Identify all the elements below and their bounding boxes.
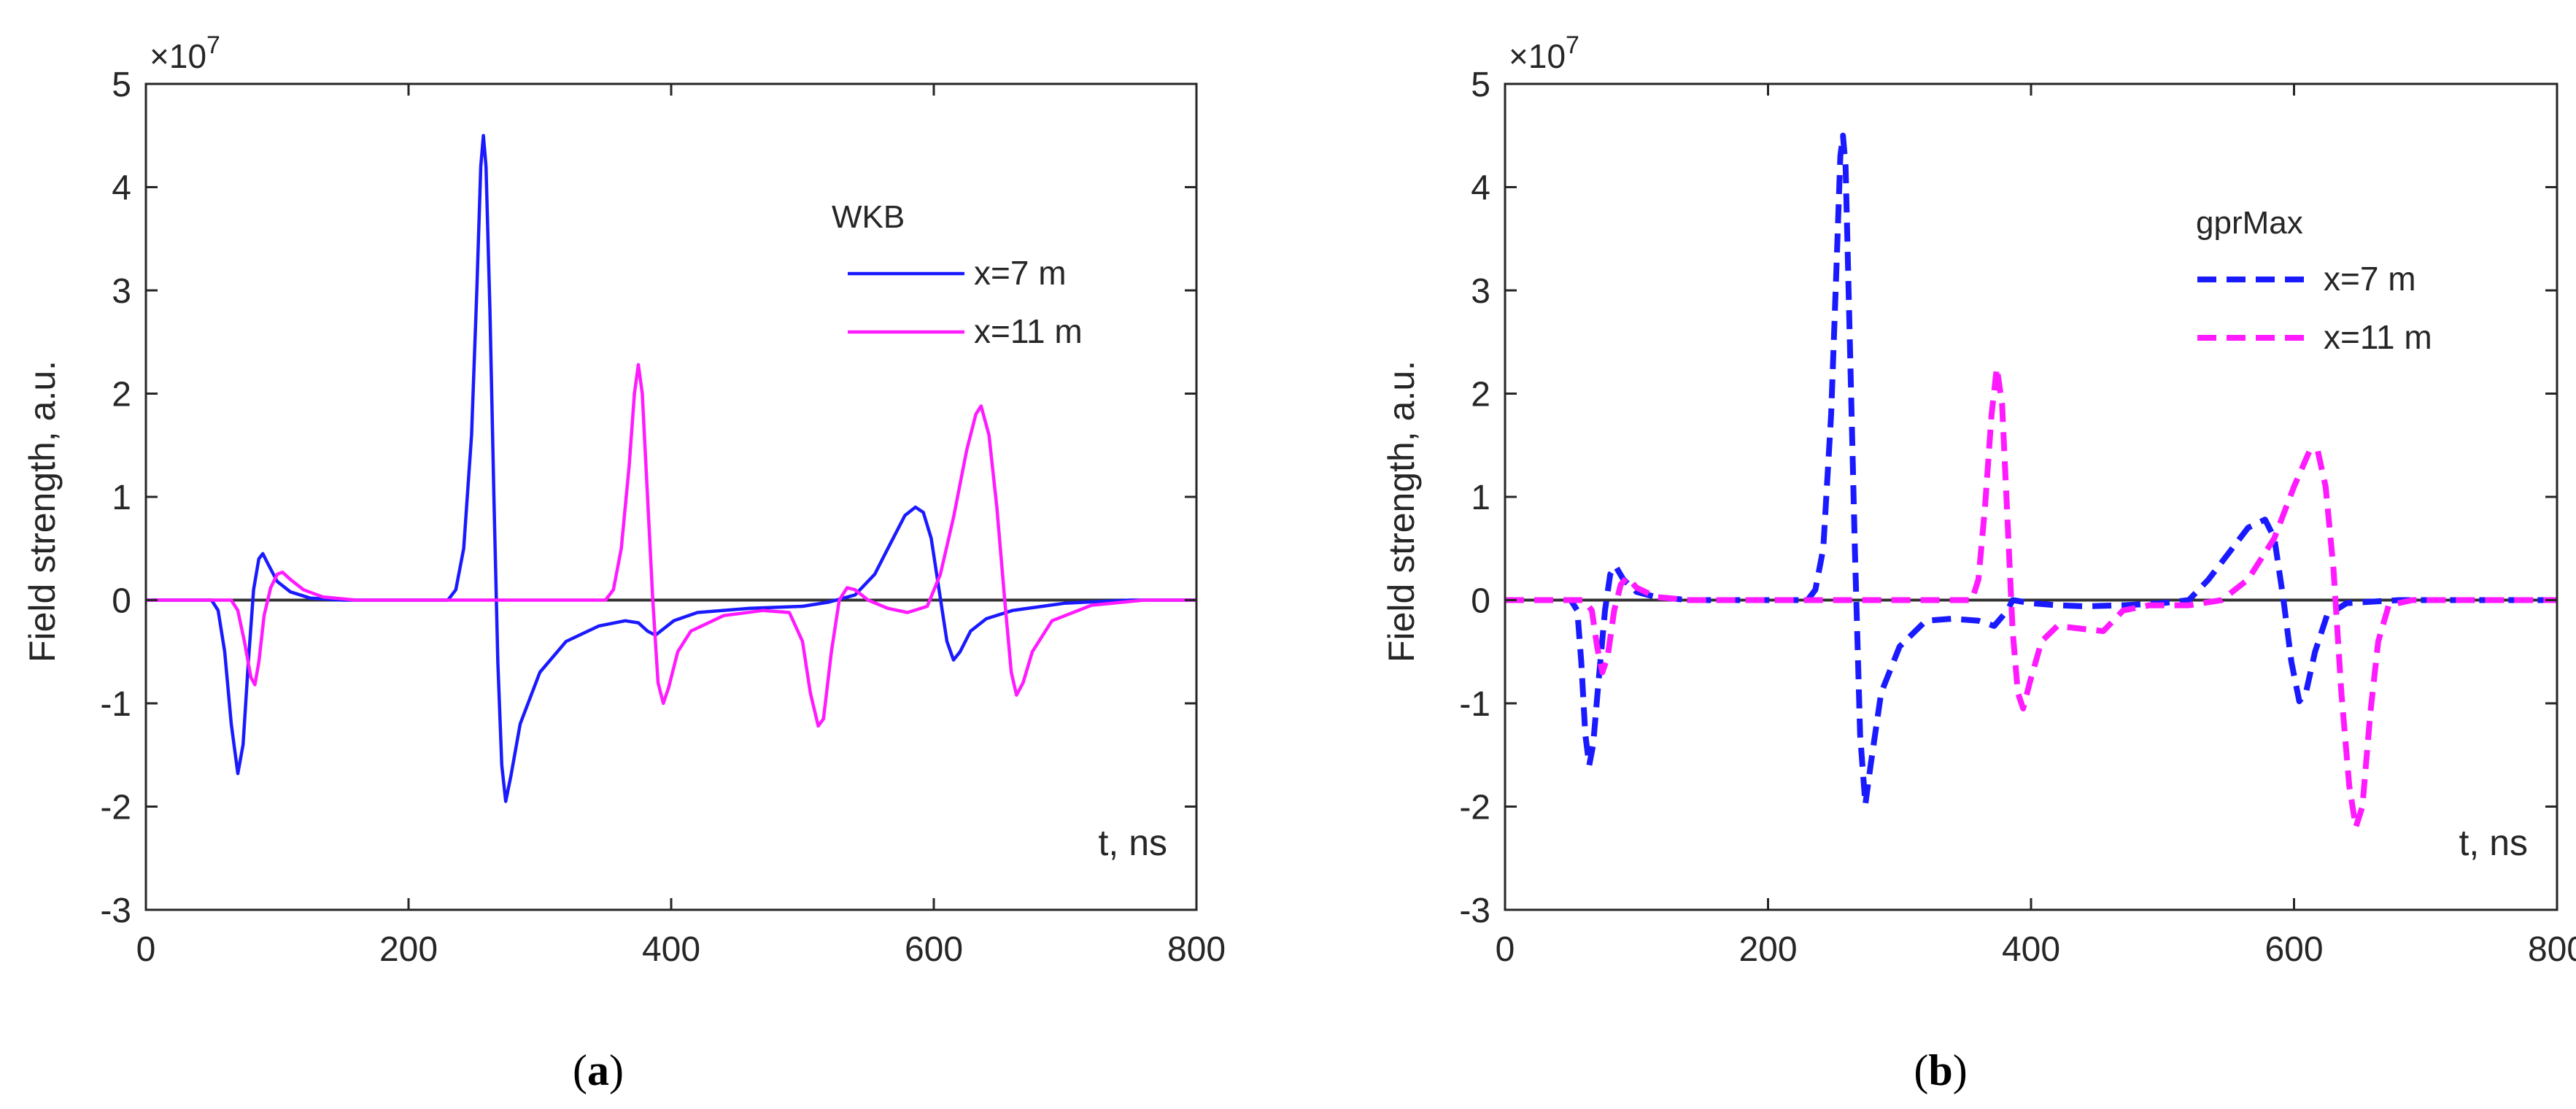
y-axis-label: Field strength, a.u. bbox=[22, 360, 63, 662]
y-tick-label: -2 bbox=[1459, 789, 1490, 827]
axis-multiplier: ×107 bbox=[150, 31, 220, 75]
x-tick-label: 800 bbox=[1167, 930, 1226, 969]
panel-a: 0 200 400 600 800 -3 -2 -1 0 1 2 3 4 5 ×107 Field stren… bbox=[22, 31, 1226, 969]
y-tick-label: -3 bbox=[1459, 892, 1490, 930]
x-tick-label: 600 bbox=[905, 930, 963, 969]
x-tick-label: 200 bbox=[1738, 930, 1797, 969]
y-tick-label: 1 bbox=[1471, 479, 1490, 517]
legend-title: gprMax bbox=[2196, 205, 2303, 241]
caption-b: (b) bbox=[1914, 1046, 1967, 1094]
y-tick-label: 5 bbox=[112, 66, 131, 104]
caption-a: (a) bbox=[573, 1046, 624, 1094]
y-tick-label: 5 bbox=[1471, 66, 1490, 104]
multiplier-base: ×10 bbox=[150, 37, 206, 75]
panel-b: 0 200 400 600 800 -3 -2 -1 0 1 2 3 4 5 ×107 Field stren… bbox=[1381, 31, 2576, 969]
y-tick-label: 1 bbox=[112, 479, 131, 517]
y-tick-label: 0 bbox=[1471, 582, 1490, 621]
plot-area bbox=[1505, 84, 2557, 910]
legend-label-1: x=11 m bbox=[2324, 318, 2432, 356]
multiplier-exp: 7 bbox=[206, 31, 220, 59]
y-tick-label: 3 bbox=[112, 272, 131, 311]
figure: 0 200 400 600 800-3-2-1012345×107Field stren… bbox=[0, 0, 2576, 1109]
x-tick-label: 600 bbox=[2264, 930, 2323, 969]
x-tick-label: 200 bbox=[379, 930, 438, 969]
x-tick-label: 400 bbox=[642, 930, 700, 969]
x-axis-label: t, ns bbox=[2459, 822, 2528, 863]
y-tick-label: -3 bbox=[100, 892, 131, 930]
y-tick-label: -2 bbox=[100, 789, 131, 827]
y-tick-label: 4 bbox=[1471, 169, 1490, 208]
y-tick-label: 2 bbox=[1471, 376, 1490, 414]
x-tick-label: 400 bbox=[2002, 930, 2060, 969]
y-tick-label: 0 bbox=[112, 582, 131, 621]
y-tick-label: -1 bbox=[100, 685, 131, 724]
legend-label-0: x=7 m bbox=[2324, 260, 2416, 298]
x-axis-label: t, ns bbox=[1099, 822, 1167, 863]
y-tick-label: -1 bbox=[1459, 685, 1490, 724]
axis-multiplier: ×107 bbox=[1509, 31, 1579, 75]
multiplier-exp: 7 bbox=[1566, 31, 1579, 59]
legend-label-1: x=11 m bbox=[974, 312, 1083, 350]
x-tick-label: 800 bbox=[2528, 930, 2576, 969]
legend-title: WKB bbox=[832, 199, 905, 235]
legend-label-0: x=7 m bbox=[974, 254, 1067, 292]
multiplier-base: ×10 bbox=[1509, 37, 1566, 75]
y-tick-label: 4 bbox=[112, 169, 131, 208]
y-axis-label: Field strength, a.u. bbox=[1381, 360, 1422, 662]
y-tick-label: 2 bbox=[112, 376, 131, 414]
x-tick-label: 0 bbox=[136, 930, 156, 969]
x-tick-label: 0 bbox=[1496, 930, 1515, 969]
plot-area bbox=[146, 84, 1196, 910]
y-tick-label: 3 bbox=[1471, 272, 1490, 311]
